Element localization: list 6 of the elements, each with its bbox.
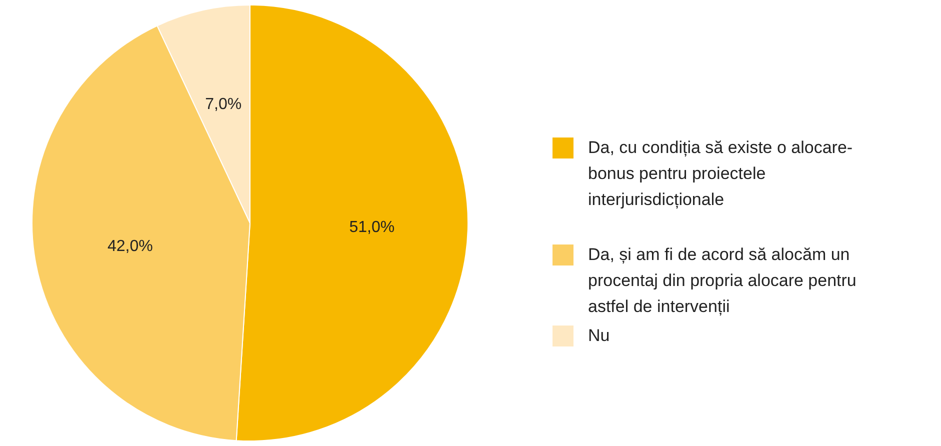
- data-label: 42,0%: [107, 238, 153, 255]
- data-label: 7,0%: [205, 96, 242, 113]
- legend-label: Da, cu condiția să existe o alocare-bonus pentru proiectele interjurisdicționale: [588, 138, 853, 209]
- legend-label: Da, și am fi de acord să alocăm un procentaj din propria alocare pentru astfel de intervenții: [588, 245, 856, 316]
- legend-label: Nu: [588, 326, 610, 345]
- data-label: 51,0%: [349, 218, 395, 236]
